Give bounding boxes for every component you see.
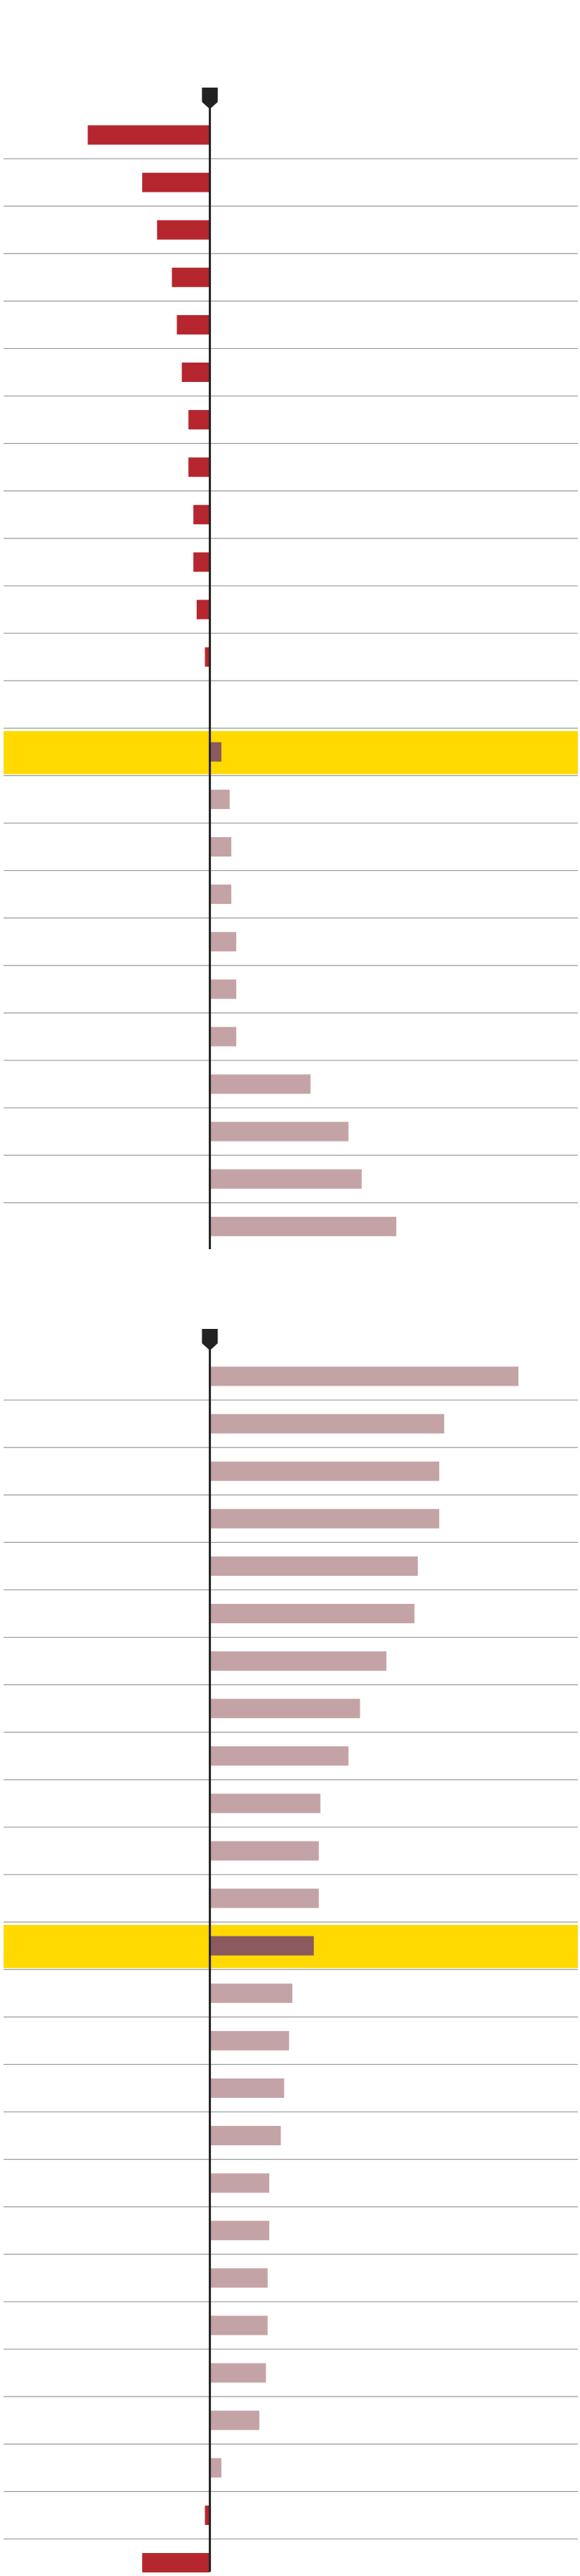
bar — [210, 932, 237, 952]
axis-marker — [202, 1329, 218, 1350]
bar — [210, 2078, 284, 2098]
bar — [210, 789, 230, 809]
bar — [196, 599, 210, 620]
bar — [210, 1936, 314, 1956]
bar — [210, 1793, 321, 1814]
bar — [210, 837, 232, 857]
bar — [210, 2268, 268, 2288]
bar — [188, 410, 210, 430]
bar — [210, 1461, 439, 1481]
bar — [210, 2030, 289, 2050]
bar — [210, 1746, 349, 1766]
bar — [210, 1508, 439, 1529]
bar — [210, 1841, 319, 1861]
bar — [210, 1888, 319, 1908]
bar — [210, 1216, 397, 1236]
bar — [210, 2363, 266, 2383]
bar — [210, 1983, 293, 2003]
bar — [210, 1604, 415, 1623]
bar — [210, 1074, 311, 1094]
bar — [205, 2505, 210, 2525]
bar — [210, 1169, 362, 1189]
bar — [210, 1027, 237, 1047]
bar — [210, 2315, 268, 2335]
bar — [210, 2221, 270, 2241]
bar — [210, 1414, 444, 1434]
highlight-band — [4, 731, 578, 775]
bar — [210, 1121, 349, 1142]
bar — [142, 2553, 210, 2572]
bar — [142, 172, 210, 192]
bar — [210, 2458, 222, 2478]
bar — [88, 125, 210, 145]
bar — [177, 314, 210, 335]
bar — [210, 742, 222, 762]
bar — [188, 457, 210, 477]
bar — [156, 220, 210, 240]
bar — [210, 2173, 270, 2193]
bar — [193, 552, 210, 572]
bar — [205, 647, 210, 667]
bar — [172, 267, 210, 287]
bar — [210, 1699, 360, 1719]
bar — [210, 1651, 387, 1671]
bar — [210, 1556, 418, 1576]
bar — [210, 885, 232, 905]
bar — [182, 363, 210, 382]
axis-marker — [202, 88, 218, 109]
bar — [193, 505, 210, 525]
bar — [210, 2410, 260, 2430]
bar — [210, 2126, 281, 2146]
bar — [210, 979, 237, 999]
bar — [210, 1366, 519, 1386]
